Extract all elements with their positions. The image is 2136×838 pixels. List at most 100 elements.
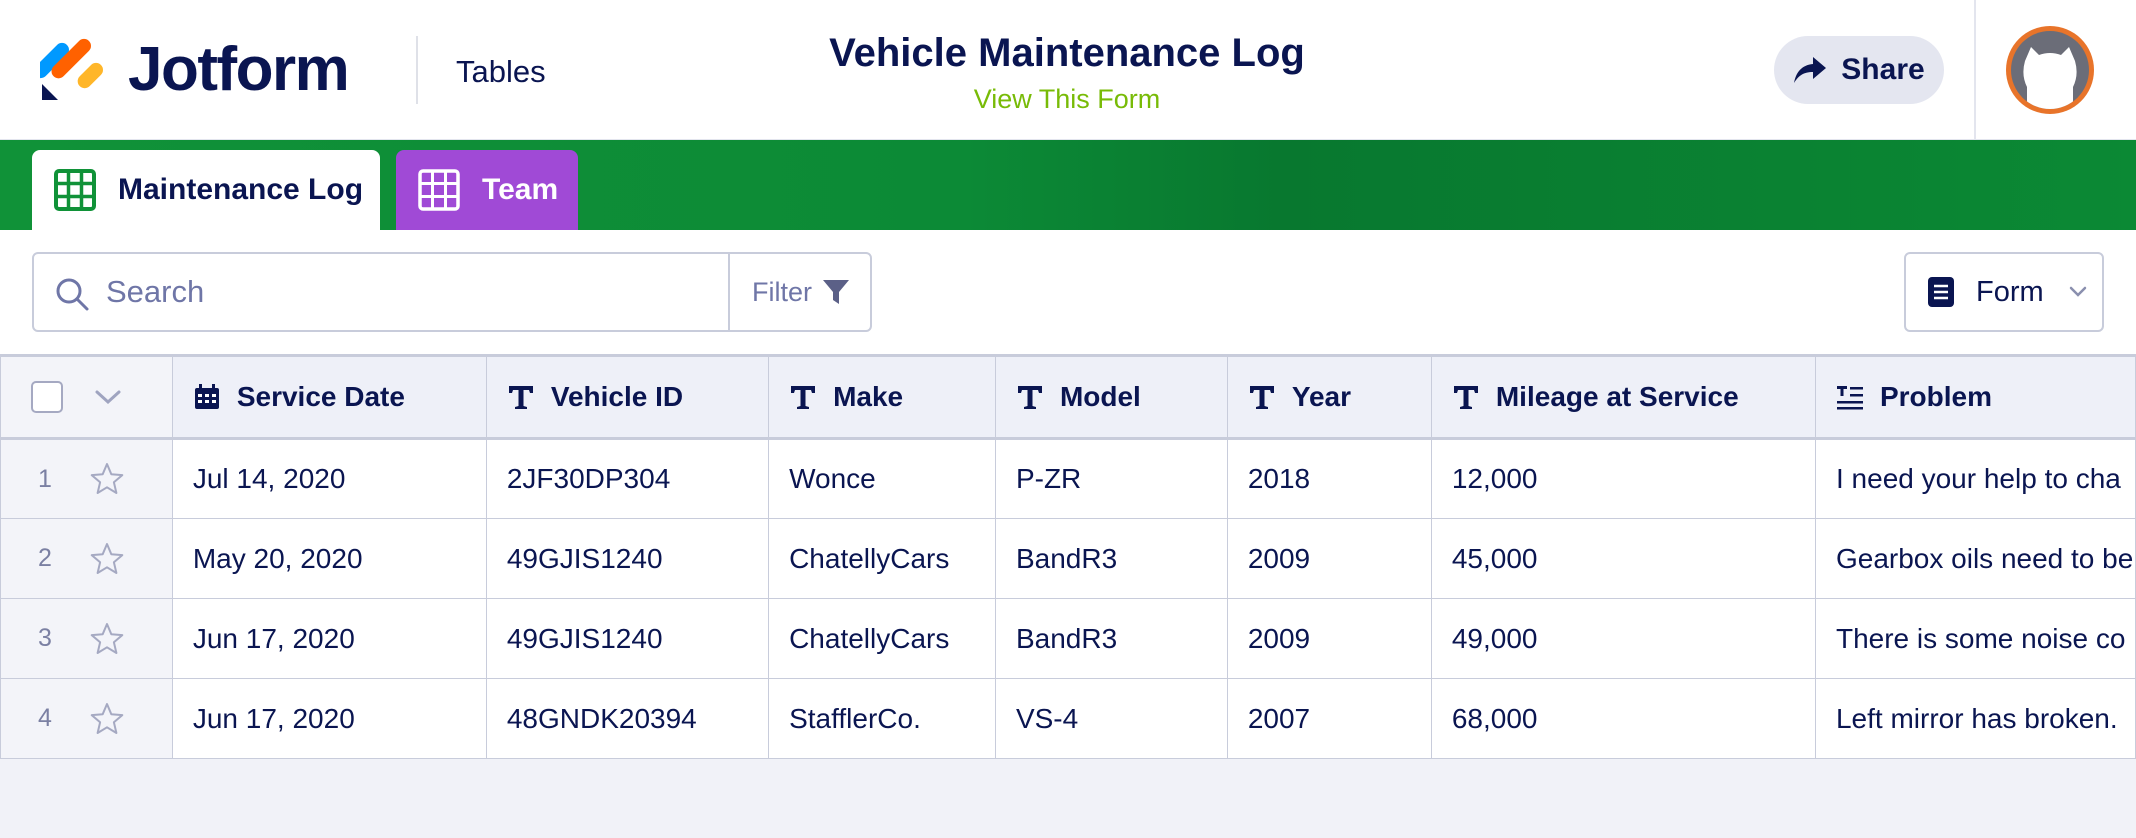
search-input[interactable] <box>106 264 746 320</box>
share-label: Share <box>1841 53 1925 86</box>
cell-mileage[interactable]: 49,000 <box>1430 598 1816 679</box>
row-control-cell: 2 <box>0 518 173 599</box>
star-icon[interactable] <box>89 701 125 737</box>
row-control-cell: 1 <box>0 438 173 519</box>
row-number: 4 <box>38 704 52 732</box>
column-header-service-date[interactable]: Service Date <box>171 356 487 440</box>
column-header-model[interactable]: Model <box>994 356 1228 440</box>
chevron-down-icon[interactable] <box>93 388 123 406</box>
header-divider-right <box>1974 0 1976 140</box>
cell-vehicle-id[interactable]: 49GJIS1240 <box>485 518 770 599</box>
avatar-image <box>2011 31 2089 109</box>
avatar-mascot-icon <box>2023 47 2077 109</box>
tab-maintenance-log[interactable]: Maintenance Log <box>32 150 380 230</box>
column-header-make[interactable]: Make <box>768 356 996 440</box>
cell-mileage[interactable]: 45,000 <box>1430 518 1816 599</box>
cell-service-date[interactable]: Jul 14, 2020 <box>171 438 487 519</box>
column-label: Vehicle ID <box>550 381 684 412</box>
cell-service-date[interactable]: Jun 17, 2020 <box>171 598 487 679</box>
column-header-problem[interactable]: Problem <box>1814 356 2136 440</box>
tables-link[interactable]: Tables <box>456 54 546 89</box>
long-text-icon <box>1836 386 1863 410</box>
form-view-dropdown[interactable]: Form <box>1904 252 2104 332</box>
text-type-icon <box>791 386 816 409</box>
table-row[interactable]: 2 May 20, 2020 49GJIS1240 ChatellyCars B… <box>0 518 2136 599</box>
tab-label: Team <box>482 173 559 206</box>
column-label: Make <box>833 381 904 412</box>
data-table: Service Date Vehicle ID Make <box>0 356 2136 759</box>
row-number: 3 <box>38 624 52 652</box>
cell-mileage[interactable]: 68,000 <box>1430 678 1816 759</box>
select-all-checkbox[interactable] <box>31 381 63 413</box>
column-header-mileage[interactable]: Mileage at Service <box>1430 356 1816 440</box>
calendar-icon <box>194 384 219 409</box>
table-grid-icon <box>418 169 460 211</box>
table-row[interactable]: 1 Jul 14, 2020 2JF30DP304 Wonce P-ZR 201… <box>0 438 2136 519</box>
row-number: 1 <box>38 464 52 493</box>
share-arrow-icon <box>1794 57 1827 83</box>
tab-label: Maintenance Log <box>118 173 364 206</box>
cell-problem[interactable]: There is some noise co <box>1814 598 2136 679</box>
cell-make[interactable]: ChatellyCars <box>768 518 996 599</box>
star-icon[interactable] <box>89 461 125 497</box>
table-row[interactable]: 4 Jun 17, 2020 48GNDK20394 StafflerCo. V… <box>0 678 2136 759</box>
cell-year[interactable]: 2009 <box>1226 518 1432 599</box>
text-type-icon <box>1453 386 1478 409</box>
column-header-year[interactable]: Year <box>1226 356 1432 440</box>
data-grid: Service Date Vehicle ID Make <box>0 354 2136 838</box>
cell-make[interactable]: StafflerCo. <box>768 678 996 759</box>
page-title: Vehicle Maintenance Log <box>829 31 1305 75</box>
cell-problem[interactable]: Gearbox oils need to be <box>1814 518 2136 599</box>
avatar[interactable] <box>2006 26 2094 114</box>
cell-vehicle-id[interactable]: 2JF30DP304 <box>485 438 770 519</box>
text-type-icon <box>508 386 533 409</box>
funnel-icon <box>823 280 849 304</box>
jotform-logo-icon[interactable] <box>40 34 104 102</box>
table-row[interactable]: 3 Jun 17, 2020 49GJIS1240 ChatellyCars B… <box>0 598 2136 679</box>
view-form-link[interactable]: View This Form <box>973 84 1161 114</box>
form-document-icon <box>1928 277 1954 307</box>
cell-make[interactable]: Wonce <box>768 438 996 519</box>
filter-button[interactable]: Filter <box>728 254 872 330</box>
cell-model[interactable]: P-ZR <box>994 438 1228 519</box>
cell-year[interactable]: 2007 <box>1226 678 1432 759</box>
column-label: Model <box>1059 381 1141 412</box>
column-label: Problem <box>1879 381 1993 412</box>
row-number: 2 <box>38 544 52 572</box>
brand-name[interactable]: Jotform <box>128 35 350 104</box>
row-control-cell: 3 <box>0 598 173 679</box>
star-icon[interactable] <box>89 621 125 657</box>
column-label: Mileage at Service <box>1495 381 1739 412</box>
search-icon <box>56 278 89 311</box>
star-icon[interactable] <box>89 541 125 577</box>
cell-make[interactable]: ChatellyCars <box>768 598 996 679</box>
select-all-cell <box>0 356 173 440</box>
title-block: Vehicle Maintenance Log View This Form <box>767 26 1367 118</box>
cell-year[interactable]: 2018 <box>1226 438 1432 519</box>
form-view-label: Form <box>1976 275 2044 308</box>
text-type-icon <box>1017 386 1042 409</box>
cell-model[interactable]: VS-4 <box>994 678 1228 759</box>
text-type-icon <box>1249 386 1274 409</box>
cell-year[interactable]: 2009 <box>1226 598 1432 679</box>
search-box: Filter <box>32 252 872 332</box>
cell-problem[interactable]: Left mirror has broken. <box>1814 678 2136 759</box>
cell-service-date[interactable]: May 20, 2020 <box>171 518 487 599</box>
app-header: Jotform Tables Vehicle Maintenance Log V… <box>0 0 2136 140</box>
tab-team[interactable]: Team <box>396 150 578 230</box>
column-header-vehicle-id[interactable]: Vehicle ID <box>485 356 770 440</box>
filter-label: Filter <box>752 276 812 307</box>
cell-model[interactable]: BandR3 <box>994 518 1228 599</box>
cell-vehicle-id[interactable]: 48GNDK20394 <box>485 678 770 759</box>
tab-bar: Maintenance Log Team <box>0 140 2136 230</box>
table-grid-icon <box>54 169 96 211</box>
column-label: Year <box>1291 381 1351 412</box>
share-button[interactable]: Share <box>1774 36 1944 104</box>
cell-mileage[interactable]: 12,000 <box>1430 438 1816 519</box>
cell-vehicle-id[interactable]: 49GJIS1240 <box>485 598 770 679</box>
column-label: Service Date <box>236 381 405 412</box>
cell-service-date[interactable]: Jun 17, 2020 <box>171 678 487 759</box>
chevron-down-icon <box>2069 286 2086 297</box>
cell-problem[interactable]: I need your help to cha <box>1814 438 2136 519</box>
cell-model[interactable]: BandR3 <box>994 598 1228 679</box>
